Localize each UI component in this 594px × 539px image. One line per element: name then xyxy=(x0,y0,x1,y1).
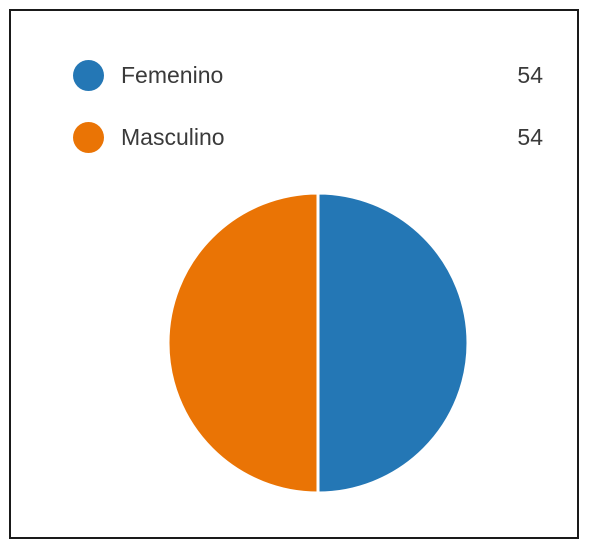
legend-value-masculino: 54 xyxy=(517,123,543,150)
pie-chart xyxy=(166,191,470,495)
pie-slice-masculino[interactable] xyxy=(166,191,320,495)
legend-label-masculino: Masculino xyxy=(121,123,225,150)
legend: Femenino 54 Masculino 54 xyxy=(73,59,543,183)
legend-swatch-masculino xyxy=(73,121,104,153)
legend-item-masculino[interactable]: Masculino 54 xyxy=(73,121,543,153)
legend-item-femenino[interactable]: Femenino 54 xyxy=(73,59,543,91)
chart-card: Femenino 54 Masculino 54 xyxy=(9,9,579,539)
legend-swatch-femenino xyxy=(73,59,104,91)
legend-label-femenino: Femenino xyxy=(121,61,224,88)
pie-slice-femenino[interactable] xyxy=(316,191,470,495)
legend-value-femenino: 54 xyxy=(517,61,543,88)
